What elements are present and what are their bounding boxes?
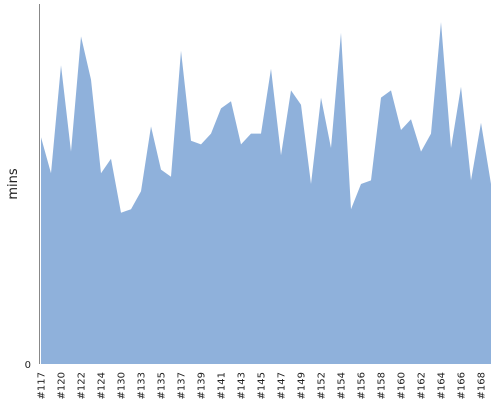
x-tick-label: #145 bbox=[257, 372, 268, 399]
x-tick-label: #117 bbox=[37, 372, 48, 399]
x-tick-label: #156 bbox=[357, 372, 368, 399]
x-tick-label: #135 bbox=[157, 372, 168, 399]
plot-area bbox=[41, 22, 491, 364]
x-tick-label: #130 bbox=[117, 372, 128, 399]
x-tick-label: #139 bbox=[197, 372, 208, 399]
y-axis-title: mins bbox=[6, 168, 21, 200]
x-tick-label: #164 bbox=[437, 372, 448, 399]
x-tick-label: #141 bbox=[217, 372, 228, 399]
y-tick-label: 0 bbox=[25, 360, 31, 371]
x-tick-label: #133 bbox=[137, 372, 148, 399]
x-tick-label: #120 bbox=[57, 372, 68, 399]
x-tick-label: #166 bbox=[457, 372, 468, 399]
x-tick-label: #158 bbox=[377, 372, 388, 399]
x-tick-label: #147 bbox=[277, 372, 288, 399]
x-tick-label: #162 bbox=[417, 372, 428, 399]
x-tick-label: #168 bbox=[477, 372, 488, 399]
x-tick-label: #160 bbox=[397, 372, 408, 399]
x-tick-label: #143 bbox=[237, 372, 248, 399]
x-axis-tick-labels: #117 #120 #122 #124 #130 #133 #135 #137 #139 #141… bbox=[37, 372, 488, 399]
x-tick-label: #122 bbox=[77, 372, 88, 399]
x-tick-label: #137 bbox=[177, 372, 188, 399]
x-tick-label: #152 bbox=[317, 372, 328, 399]
x-tick-label: #149 bbox=[297, 372, 308, 399]
x-tick-label: #124 bbox=[97, 372, 108, 399]
x-tick-label: #154 bbox=[337, 372, 348, 399]
area-series bbox=[41, 22, 491, 364]
